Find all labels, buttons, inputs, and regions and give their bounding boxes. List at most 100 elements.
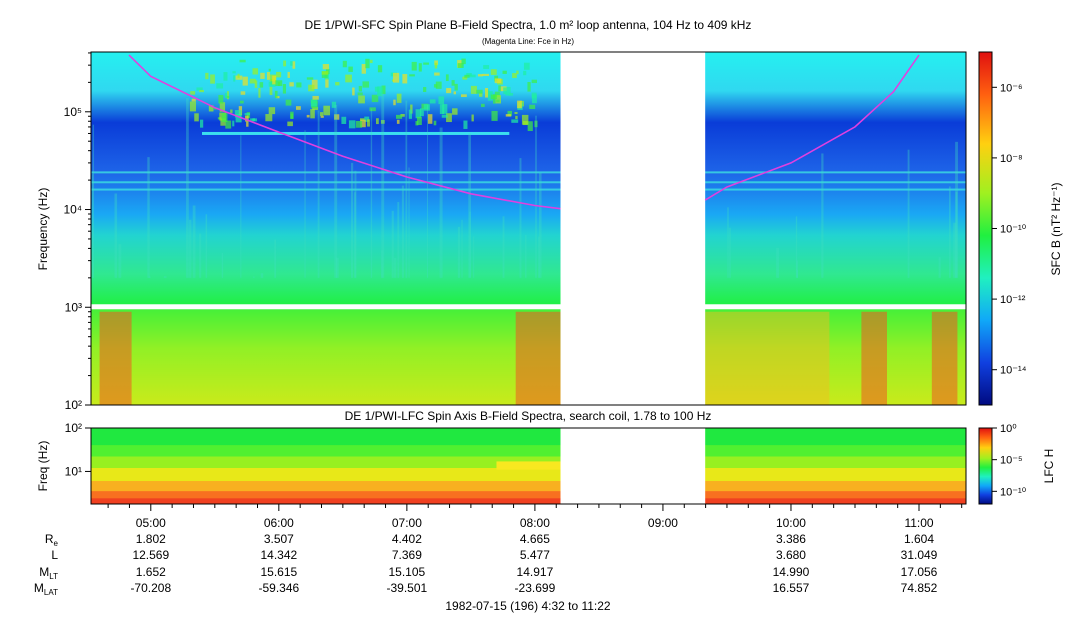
lfc-features [91,428,966,504]
sfc-hiss-speck [396,114,403,119]
sfc-hiss-speck [268,107,276,115]
sfc-hiss-speck [415,109,422,119]
sfc-interference-line-2 [91,188,966,191]
sfc-band-separator [91,304,966,310]
sfc-hiss-speck [423,87,427,93]
sfc-hiss-speck [233,75,236,82]
colorbar-tick-label: 10⁻¹² [1000,294,1026,306]
sfc-hiss-speck [285,99,292,106]
sfc-streak [334,104,338,278]
sfc-hiss-speck [460,94,467,97]
lfc-y-label: Freq (Hz) [36,441,50,492]
sfc-hiss-speck [323,105,330,116]
sfc-streak [539,172,542,278]
sfc-hiss-speck [357,92,363,96]
sfc-low-freq-burst-3 [931,311,958,405]
sfc-interference-line-0 [91,171,966,174]
ephemeris-value: 4.665 [520,532,550,546]
sfc-hiss-speck [240,100,244,104]
sfc-hiss-speck [433,120,437,126]
sfc-hiss-speck [508,92,514,96]
sfc-y-tick-label: 10² [65,398,82,412]
sfc-hiss-speck [377,65,383,73]
sfc-hiss-speck [470,85,477,94]
sfc-hiss-speck [310,109,315,119]
ephemeris-value: 1.652 [136,565,166,579]
sfc-hiss-speck [370,59,373,64]
sfc-hiss-speck [292,61,296,69]
sfc-hiss-speck [423,104,430,111]
sfc-streak [457,226,461,278]
sfc-hiss-speck [427,114,433,124]
sfc-streak [796,270,798,278]
sfc-hiss-speck [487,91,493,101]
sfc-hiss-speck [505,114,512,117]
ephemeris-value: -39.501 [387,581,428,595]
sfc-hiss-speck [420,108,424,117]
sfc-hiss-speck [433,84,438,88]
sfc-hiss-speck [516,70,519,75]
sfc-hiss-speck [498,85,502,92]
sfc-subtitle: (Magenta Line: Fce in Hz) [482,37,574,46]
sfc-streak [795,216,798,278]
sfc-hiss-speck [415,121,419,126]
lfc-title: DE 1/PWI-LFC Spin Axis B-Field Spectra, … [345,409,712,423]
sfc-hiss-speck [210,74,215,84]
sfc-hiss-speck [252,118,256,122]
sfc-hiss-speck [224,92,228,98]
ephemeris-value: 5.477 [520,548,550,562]
sfc-streak [199,233,202,278]
sfc-hiss-speck [310,99,317,107]
sfc-hiss-speck [495,95,501,104]
sfc-streak [304,130,306,278]
sfc-hiss-speck [334,114,340,120]
sfc-hiss-speck [191,98,196,102]
sfc-interference-line-hi [202,131,510,135]
sfc-hiss-speck [268,81,276,87]
time-tick-label: 09:00 [648,516,678,530]
sfc-hiss-speck [258,88,261,98]
sfc-hiss-speck [322,64,330,70]
lfc-data-gap [560,428,706,504]
sfc-hiss-speck [367,119,370,127]
sfc-hiss-speck [232,120,235,127]
lfc-plot-frame [90,427,967,505]
sfc-streak [186,98,189,278]
sfc-hiss-speck [380,120,385,124]
ephemeris-value: 4.402 [392,532,422,546]
sfc-hiss-speck [423,62,429,65]
ephemeris-value: -59.346 [258,581,299,595]
sfc-hiss-speck [348,66,353,72]
sfc-streak [796,260,798,278]
sfc-hiss-speck [359,118,365,121]
time-tick-label: 06:00 [264,516,294,530]
sfc-hiss-speck [409,74,415,77]
colorbar-tick-label: 10⁻⁶ [1000,82,1023,94]
sfc-hiss-speck [225,120,232,129]
sfc-hiss-speck [352,87,355,96]
sfc-hiss-speck [345,74,352,83]
colorbar-tick-label: 10⁻⁸ [1000,153,1023,165]
sfc-hiss-speck [348,120,356,129]
sfc-streak [253,276,255,278]
sfc-hiss-speck [361,63,366,74]
lfc-band-4 [91,481,966,492]
sfc-hiss-speck [461,58,466,65]
sfc-hiss-speck [254,80,258,88]
sfc-streak [394,257,397,278]
sfc-hiss-speck [252,68,259,75]
sfc-hiss-speck [503,87,507,95]
ephemeris-value: 14.990 [773,565,810,579]
ephemeris-value: 14.917 [517,565,554,579]
sfc-hiss-speck [289,82,294,87]
sfc-streak [148,276,151,278]
ephemeris-value: 3.386 [776,532,806,546]
sfc-streak [192,205,196,278]
sfc-hiss-speck [246,121,249,127]
lfc-band-0 [91,428,966,446]
lfc-colorbar-ticks: 10⁰ 10⁻⁵ 10⁻¹⁰ [992,423,1027,498]
sfc-hiss-speck [234,110,242,118]
sfc-y-axis: 10² 10³ 10⁴ 10⁵ [63,52,91,412]
sfc-hiss-speck [208,105,214,112]
lfc-spectrogram-panel [91,428,966,504]
